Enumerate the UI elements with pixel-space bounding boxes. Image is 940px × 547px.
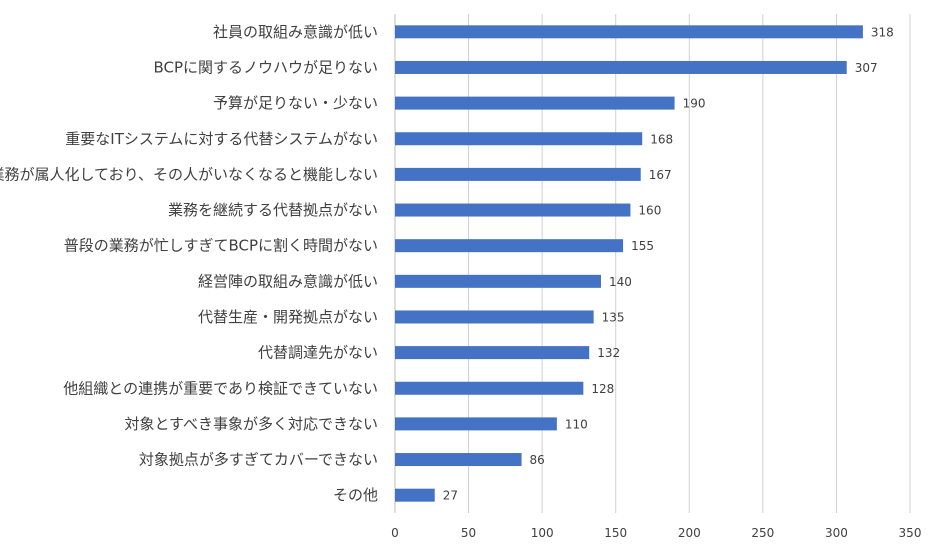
bar-layer (395, 25, 863, 502)
data-label: 132 (597, 346, 620, 360)
bar (395, 167, 641, 181)
category-label: 普段の業務が忙しすぎてBCPに割く時間がない (64, 237, 378, 255)
bar (395, 381, 584, 395)
category-label: 経営陣の取組み意識が低い (198, 272, 378, 290)
data-label: 318 (871, 25, 894, 39)
data-label: 140 (609, 275, 632, 289)
bar (395, 60, 847, 74)
category-label: 他組織との連携が重要であり検証できていない (63, 379, 378, 397)
data-label: 190 (683, 97, 706, 111)
category-label: BCPに関するノウハウが足りない (153, 58, 378, 76)
grid-layer (394, 14, 911, 513)
data-label: 155 (631, 239, 654, 253)
data-label: 307 (855, 61, 878, 75)
bar (395, 25, 863, 39)
x-tick-label: 0 (391, 526, 399, 540)
category-label: 対象拠点が多すぎてカバーできない (139, 451, 378, 469)
data-label: 168 (650, 132, 673, 146)
category-label: その他 (333, 486, 378, 504)
x-tick-label: 350 (899, 526, 922, 540)
category-label: 対象とすべき事象が多く対応できない (124, 415, 378, 433)
bar (395, 453, 522, 467)
category-label: 業務が属人化しており、その人がいなくなると機能しない (0, 165, 378, 183)
data-label: 27 (443, 489, 458, 503)
x-tick-label: 100 (531, 526, 554, 540)
bar (395, 96, 675, 110)
bar (395, 239, 624, 253)
label-layer: 0 50 100 150 200 250 300 350 社員の取組み意識が低い 318 BCPに関… (0, 23, 921, 540)
category-label: 代替生産・開発拠点がない (198, 308, 378, 326)
category-label: 予算が足りない・少ない (213, 94, 378, 112)
data-label: 110 (565, 417, 588, 431)
bar (395, 417, 557, 431)
data-label: 167 (649, 168, 672, 182)
category-label: 代替調達先がない (258, 344, 378, 362)
bar (395, 203, 631, 217)
bar (395, 346, 590, 360)
x-tick-label: 50 (461, 526, 476, 540)
data-label: 160 (638, 204, 661, 218)
x-tick-label: 300 (825, 526, 848, 540)
data-label: 128 (591, 382, 614, 396)
x-tick-label: 250 (751, 526, 774, 540)
bar (395, 132, 643, 146)
data-label: 86 (530, 453, 545, 467)
category-label: 重要なITシステムに対する代替システムがない (65, 130, 378, 148)
category-label: 業務を継続する代替拠点がない (168, 201, 378, 219)
x-tick-label: 150 (604, 526, 627, 540)
category-label: 社員の取組み意識が低い (213, 23, 378, 41)
data-label: 135 (602, 310, 625, 324)
x-tick-label: 200 (678, 526, 701, 540)
bar (395, 274, 601, 288)
bar (395, 310, 594, 324)
bar (395, 488, 435, 502)
